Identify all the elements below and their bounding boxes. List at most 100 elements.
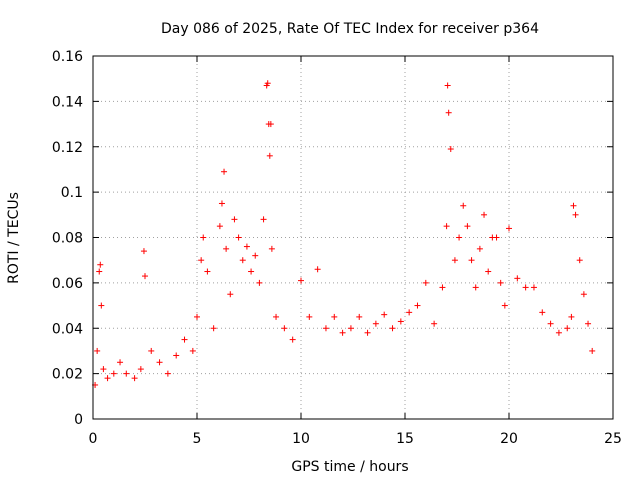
data-point xyxy=(439,284,446,291)
x-tick-label: 25 xyxy=(604,431,622,447)
data-point xyxy=(485,268,492,275)
data-point xyxy=(110,370,117,377)
data-point xyxy=(472,284,479,291)
data-point xyxy=(223,245,230,252)
data-point xyxy=(100,366,107,373)
data-point xyxy=(173,352,180,359)
data-point xyxy=(339,329,346,336)
data-point xyxy=(248,268,255,275)
y-tick-label: 0.04 xyxy=(52,321,83,337)
data-point xyxy=(460,202,467,209)
data-point xyxy=(397,318,404,325)
data-point xyxy=(104,375,111,382)
data-point xyxy=(331,313,338,320)
x-tick-label: 10 xyxy=(292,431,310,447)
y-axis-label: ROTI / TECUs xyxy=(6,192,22,284)
data-point xyxy=(464,223,471,230)
data-point xyxy=(189,347,196,354)
data-point xyxy=(227,291,234,298)
data-point xyxy=(96,268,103,275)
data-point xyxy=(476,245,483,252)
data-point xyxy=(564,325,571,332)
data-point xyxy=(148,347,155,354)
data-point xyxy=(243,243,250,250)
data-point xyxy=(493,234,500,241)
data-point xyxy=(289,336,296,343)
data-point xyxy=(576,257,583,264)
grid-layer xyxy=(93,56,613,419)
data-point xyxy=(216,223,223,230)
y-tick-label: 0.12 xyxy=(52,140,83,156)
data-point xyxy=(456,234,463,241)
data-point xyxy=(322,325,329,332)
data-point xyxy=(422,279,429,286)
data-point xyxy=(231,216,238,223)
data-point xyxy=(445,109,452,116)
x-axis-label: GPS time / hours xyxy=(291,459,408,475)
data-point xyxy=(580,291,587,298)
data-point xyxy=(356,313,363,320)
data-point xyxy=(235,234,242,241)
data-point xyxy=(94,347,101,354)
data-point xyxy=(306,313,313,320)
data-point xyxy=(555,329,562,336)
data-point xyxy=(568,313,575,320)
data-point xyxy=(266,152,273,159)
y-tick-label: 0 xyxy=(74,412,83,428)
data-point xyxy=(273,313,280,320)
data-point xyxy=(252,252,259,259)
y-tick-labels: 0 0.02 0.04 0.06 0.08 0.1 0.12 0.14 0.16 xyxy=(52,49,83,428)
data-point xyxy=(522,284,529,291)
data-point xyxy=(137,366,144,373)
x-tick-labels: 0 5 10 15 20 25 xyxy=(89,431,622,447)
chart-title: Day 086 of 2025, Rate Of TEC Index for r… xyxy=(161,21,539,37)
data-point xyxy=(123,370,130,377)
data-point xyxy=(204,268,211,275)
data-point xyxy=(181,336,188,343)
data-point xyxy=(443,223,450,230)
data-point xyxy=(381,311,388,318)
data-point xyxy=(267,121,274,128)
data-point xyxy=(131,375,138,382)
data-point xyxy=(414,302,421,309)
data-point xyxy=(547,320,554,327)
data-point xyxy=(200,234,207,241)
data-point xyxy=(372,320,379,327)
data-point xyxy=(142,273,148,280)
data-point xyxy=(117,359,124,366)
y-tick-label: 0.1 xyxy=(61,185,83,201)
axis-ticks xyxy=(92,55,614,420)
x-tick-label: 20 xyxy=(500,431,518,447)
data-point xyxy=(481,211,488,218)
data-point xyxy=(264,80,271,87)
y-tick-label: 0.06 xyxy=(52,276,83,292)
data-points xyxy=(92,80,596,388)
data-point xyxy=(260,216,267,223)
data-point xyxy=(140,248,147,255)
data-point xyxy=(97,261,104,268)
y-tick-label: 0.08 xyxy=(52,231,83,247)
data-point xyxy=(570,202,577,209)
data-point xyxy=(98,302,105,309)
data-point xyxy=(364,329,371,336)
data-point xyxy=(218,200,225,207)
x-tick-label: 5 xyxy=(193,431,202,447)
data-point xyxy=(389,325,396,332)
y-tick-label: 0.14 xyxy=(52,94,83,110)
data-point xyxy=(268,245,275,252)
data-point xyxy=(444,82,451,89)
data-point xyxy=(221,168,228,175)
data-point xyxy=(589,347,596,354)
data-point xyxy=(156,359,163,366)
data-point xyxy=(514,275,521,282)
data-point xyxy=(198,257,205,264)
data-point xyxy=(572,211,579,218)
data-point xyxy=(164,370,171,377)
data-point xyxy=(497,279,504,286)
data-point xyxy=(585,320,592,327)
data-point xyxy=(451,257,458,264)
x-tick-label: 15 xyxy=(396,431,414,447)
data-point xyxy=(210,325,217,332)
